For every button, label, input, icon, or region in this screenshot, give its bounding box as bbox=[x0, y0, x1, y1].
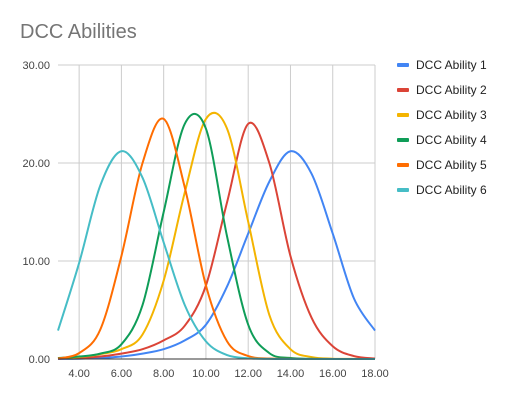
legend-label: DCC Ability 6 bbox=[416, 183, 487, 197]
series-line-4 bbox=[57, 113, 375, 361]
legend-item[interactable]: DCC Ability 3 bbox=[397, 108, 487, 122]
chart-title: DCC Abilities bbox=[20, 21, 137, 43]
legend-label: DCC Ability 5 bbox=[416, 158, 487, 172]
y-tick-label: 20.00 bbox=[22, 158, 50, 170]
legend-label: DCC Ability 3 bbox=[416, 108, 487, 122]
x-tick-label: 4.00 bbox=[68, 368, 89, 380]
legend-item[interactable]: DCC Ability 1 bbox=[397, 58, 487, 72]
x-tick-label: 6.00 bbox=[111, 368, 132, 380]
legend-swatch bbox=[397, 113, 409, 117]
y-tick-label: 0.00 bbox=[29, 354, 50, 366]
x-tick-label: 12.00 bbox=[234, 368, 262, 380]
series-line-3 bbox=[57, 111, 376, 360]
x-tick-label: 18.00 bbox=[361, 368, 389, 380]
legend-label: DCC Ability 1 bbox=[416, 58, 487, 72]
legend-swatch bbox=[397, 163, 409, 167]
legend-swatch bbox=[397, 63, 409, 67]
series-lines bbox=[57, 111, 376, 361]
x-tick-label: 14.00 bbox=[277, 368, 305, 380]
legend-item[interactable]: DCC Ability 6 bbox=[397, 183, 487, 197]
x-tick-label: 8.00 bbox=[153, 368, 174, 380]
legend-item[interactable]: DCC Ability 2 bbox=[397, 83, 487, 97]
x-tick-label: 16.00 bbox=[319, 368, 347, 380]
legend-label: DCC Ability 4 bbox=[416, 133, 487, 147]
legend-swatch bbox=[397, 138, 409, 142]
series-line-5 bbox=[57, 117, 375, 361]
legend-item[interactable]: DCC Ability 5 bbox=[397, 158, 487, 172]
x-tick-label: 10.00 bbox=[192, 368, 220, 380]
legend-item[interactable]: DCC Ability 4 bbox=[397, 133, 487, 147]
legend-swatch bbox=[397, 88, 409, 92]
legend-swatch bbox=[397, 188, 409, 192]
legend-label: DCC Ability 2 bbox=[416, 83, 487, 97]
y-tick-label: 10.00 bbox=[22, 256, 50, 268]
legend: DCC Ability 1 DCC Ability 2 DCC Ability 3 D… bbox=[397, 58, 487, 197]
axes: 0.00 10.00 20.00 30.00 4.00 6.00 8.00 10.00 12.0… bbox=[22, 60, 388, 380]
series-line-2 bbox=[57, 121, 376, 360]
series-line-1 bbox=[57, 150, 376, 360]
y-tick-label: 30.00 bbox=[22, 60, 50, 72]
